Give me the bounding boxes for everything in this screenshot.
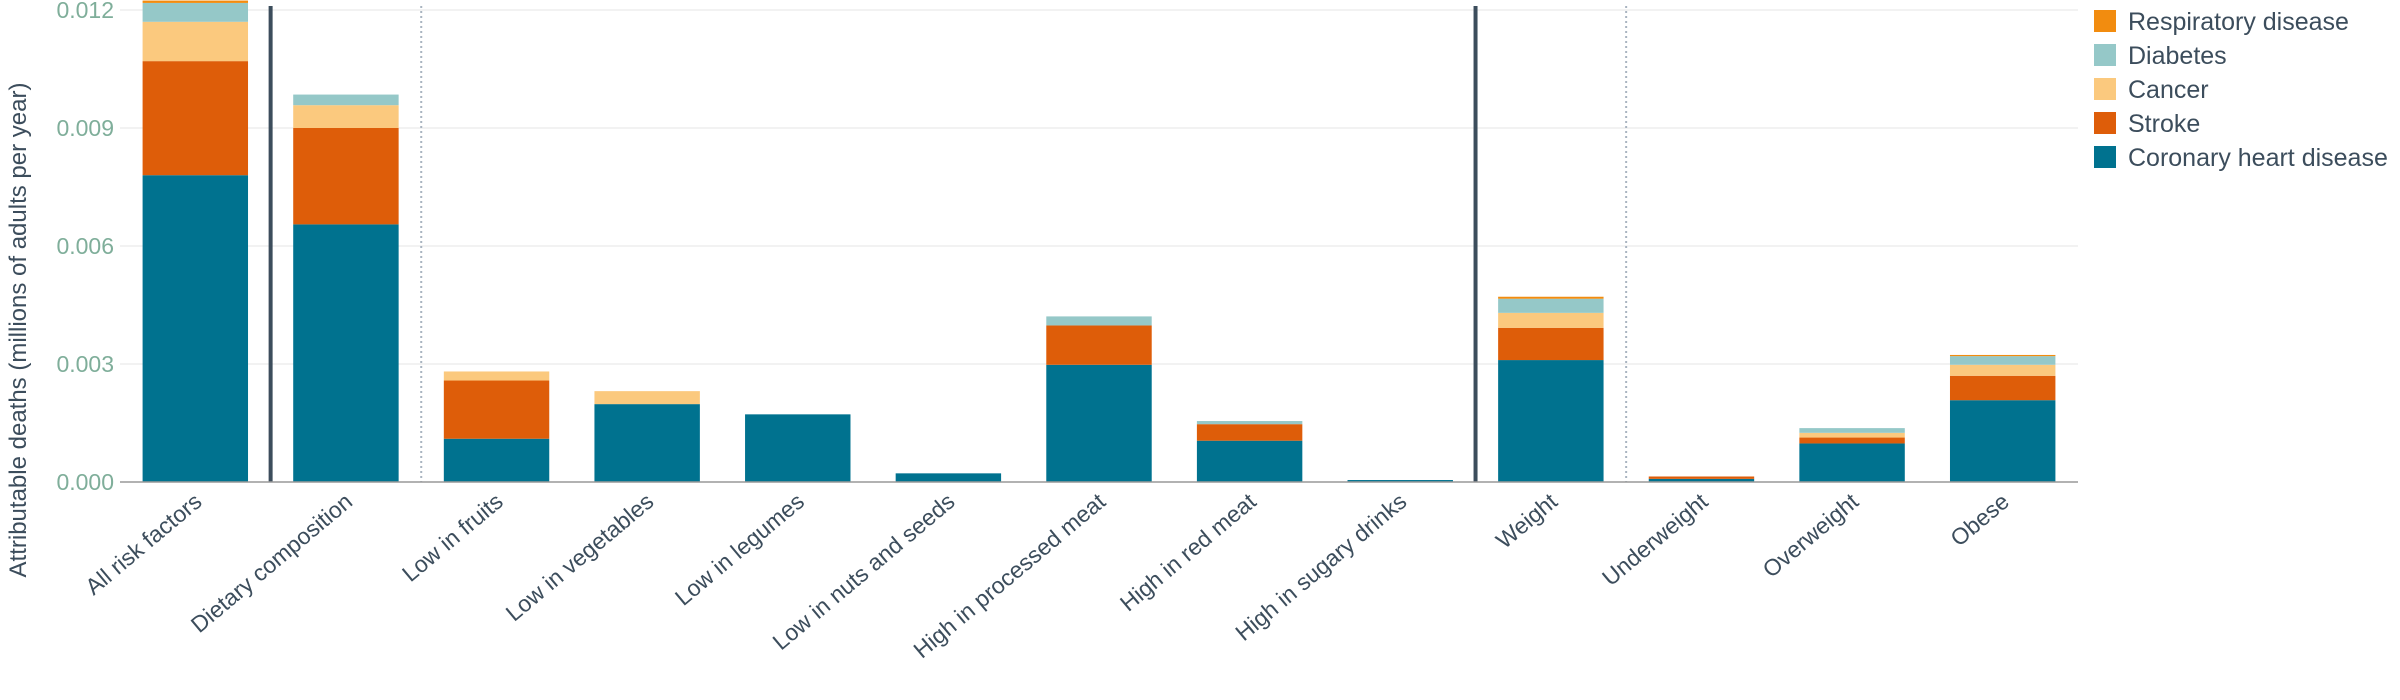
legend-swatch bbox=[2094, 112, 2116, 134]
bars bbox=[142, 0, 2056, 482]
legend-label: Cancer bbox=[2128, 76, 2209, 104]
bar-segment-coronary-heart-disease bbox=[1949, 400, 2056, 482]
y-tick-label: 0.009 bbox=[56, 115, 114, 141]
legend: Respiratory disease Diabetes Cancer Stroke C… bbox=[2094, 8, 2388, 172]
y-tick-label: 0.003 bbox=[56, 351, 114, 377]
bar-segment-cancer bbox=[594, 391, 700, 405]
x-tick-label: Obese bbox=[1945, 488, 2014, 551]
x-tick-label: High in red meat bbox=[1115, 488, 1261, 617]
bar-segment-coronary-heart-disease bbox=[1648, 478, 1755, 482]
bar-segment-coronary-heart-disease bbox=[1799, 443, 1905, 482]
legend-item: Stroke bbox=[2094, 110, 2200, 138]
bar-segment-coronary-heart-disease bbox=[293, 224, 399, 482]
bar-segment-diabetes bbox=[1949, 356, 2056, 365]
bar-segment-respiratory-disease bbox=[1498, 296, 1604, 299]
axes: 0.000 0.003 0.006 0.009 0.012 bbox=[56, 0, 2078, 495]
legend-swatch bbox=[2094, 44, 2116, 66]
bar-segment-stroke bbox=[142, 61, 249, 176]
bar-segment-diabetes bbox=[1196, 421, 1303, 425]
bar-segment-coronary-heart-disease bbox=[745, 414, 851, 482]
bar-segment-coronary-heart-disease bbox=[443, 438, 550, 482]
bar-segment-cancer bbox=[1498, 312, 1604, 328]
bar-segment-coronary-heart-disease bbox=[594, 404, 700, 482]
x-tick-label: Low in fruits bbox=[397, 488, 508, 587]
legend-item: Coronary heart disease bbox=[2094, 144, 2388, 172]
bar-segment-stroke bbox=[1046, 325, 1152, 365]
legend-label: Stroke bbox=[2128, 110, 2200, 138]
legend-swatch bbox=[2094, 10, 2116, 32]
bar-segment-diabetes bbox=[142, 2, 249, 22]
bar-segment-stroke bbox=[1799, 437, 1905, 444]
bar-segment-coronary-heart-disease bbox=[1347, 480, 1453, 482]
bar-segment-cancer bbox=[293, 105, 399, 128]
gridlines bbox=[120, 9, 2078, 365]
x-tick-label: All risk factors bbox=[80, 488, 206, 600]
bar-segment-stroke bbox=[1196, 424, 1303, 441]
x-tick-label: Dietary composition bbox=[186, 488, 357, 638]
x-tick-label: Underweight bbox=[1597, 488, 1713, 591]
y-tick-label: 0.000 bbox=[56, 469, 114, 495]
y-tick-label: 0.012 bbox=[56, 0, 114, 23]
bar-segment-stroke bbox=[1949, 375, 2056, 401]
bar-segment-stroke bbox=[1498, 327, 1604, 361]
bar-segment-cancer bbox=[1799, 432, 1905, 438]
bar-segment-coronary-heart-disease bbox=[895, 473, 1002, 482]
bar-segment-diabetes bbox=[1799, 428, 1905, 433]
bar-segment-diabetes bbox=[1498, 298, 1604, 313]
legend-label: Respiratory disease bbox=[2128, 8, 2349, 36]
legend-label: Diabetes bbox=[2128, 42, 2227, 70]
x-tick-label: Weight bbox=[1491, 488, 1563, 554]
y-axis-title: Attributable deaths (millions of adults … bbox=[5, 83, 32, 578]
bar-segment-cancer bbox=[443, 371, 550, 381]
bar-segment-stroke bbox=[1648, 476, 1755, 479]
bar-segment-coronary-heart-disease bbox=[1498, 360, 1604, 482]
legend-label: Coronary heart disease bbox=[2128, 144, 2388, 172]
group-dividers bbox=[268, 6, 1628, 482]
x-tick-label: Low in legumes bbox=[670, 488, 809, 611]
legend-item: Diabetes bbox=[2094, 42, 2227, 70]
x-tick-label: Low in vegetables bbox=[501, 488, 659, 626]
x-tick-label: Overweight bbox=[1757, 488, 1863, 583]
bar-segment-respiratory-disease bbox=[1949, 354, 2056, 357]
bar-segment-coronary-heart-disease bbox=[1046, 364, 1152, 482]
bar-segment-coronary-heart-disease bbox=[1196, 440, 1303, 482]
bar-segment-diabetes bbox=[293, 94, 399, 106]
bar-segment-cancer bbox=[142, 21, 249, 62]
x-tick-label: High in sugary drinks bbox=[1230, 488, 1411, 646]
y-tick-label: 0.006 bbox=[56, 233, 114, 259]
legend-item: Respiratory disease bbox=[2094, 8, 2349, 36]
legend-item: Cancer bbox=[2094, 76, 2209, 104]
bar-segment-stroke bbox=[293, 128, 399, 225]
bar-segment-cancer bbox=[1949, 364, 2056, 376]
legend-swatch bbox=[2094, 146, 2116, 168]
legend-swatch bbox=[2094, 78, 2116, 100]
bar-segment-diabetes bbox=[1046, 316, 1152, 326]
bar-segment-stroke bbox=[443, 380, 550, 439]
bar-segment-coronary-heart-disease bbox=[142, 175, 249, 482]
bar-segment-respiratory-disease bbox=[142, 0, 249, 3]
